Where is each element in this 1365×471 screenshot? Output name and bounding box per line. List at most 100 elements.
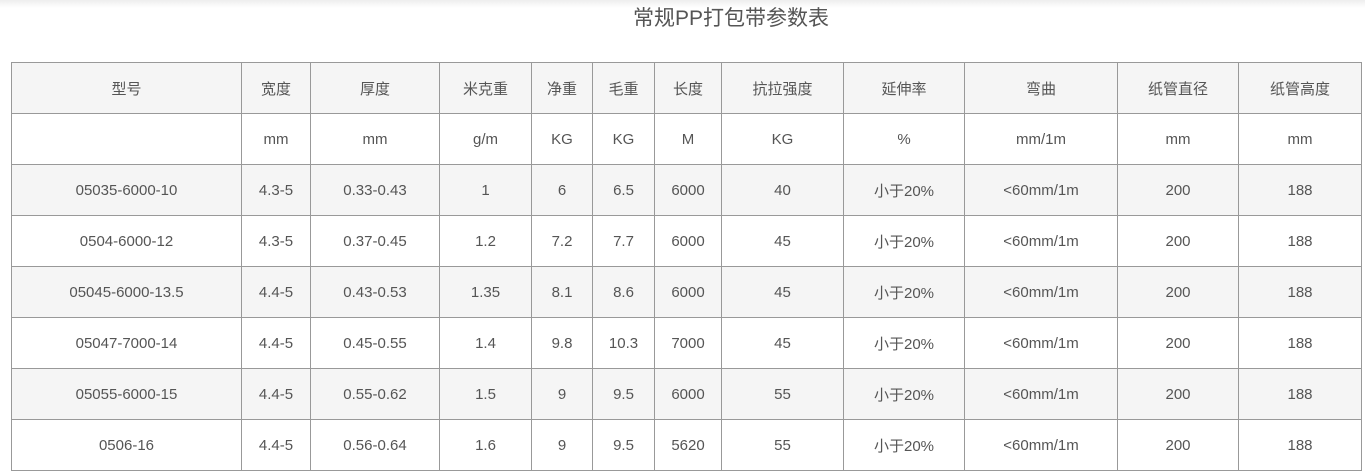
table-cell: 宽度 [241,62,311,114]
table-cell: 小于20% [843,317,965,369]
table-cell: 1.4 [439,317,532,369]
table-cell: 小于20% [843,215,965,267]
table-cell: 6.5 [592,164,655,216]
table-cell: 0.43-0.53 [310,266,440,318]
table-cell: 4.3-5 [241,215,311,267]
table-cell: 1 [439,164,532,216]
table-row: 05035-6000-10 4.3-5 0.33-0.43 1 6 6.5 6000 40 小于… [11,164,1362,216]
table-cell: 6000 [654,368,722,420]
table-cell: 5620 [654,419,722,471]
table-row: 05047-7000-14 4.4-5 0.45-0.55 1.4 9.8 10.3 700… [11,317,1362,369]
table-cell: 8.6 [592,266,655,318]
table-cell: 9 [531,368,593,420]
table-cell: mm/1m [964,113,1118,165]
table-cell: 9.5 [592,368,655,420]
table-cell: <60mm/1m [964,266,1118,318]
table-cell: 188 [1238,419,1362,471]
table-cell: 4.4-5 [241,266,311,318]
table-cell: mm [310,113,440,165]
table-cell: 小于20% [843,419,965,471]
table-cell: 188 [1238,368,1362,420]
table-cell: KG [531,113,593,165]
table-row: 0504-6000-12 4.3-5 0.37-0.45 1.2 7.2 7.7 6000 4… [11,215,1362,267]
table-cell: 0.33-0.43 [310,164,440,216]
top-shadow [0,0,1365,8]
table-cell: 1.6 [439,419,532,471]
table-cell: 200 [1117,215,1239,267]
table-cell: 弯曲 [964,62,1118,114]
table-cell: 0.37-0.45 [310,215,440,267]
table-cell: 小于20% [843,266,965,318]
table-cell: 4.4-5 [241,317,311,369]
table-cell: 0504-6000-12 [11,215,242,267]
table-cell: 小于20% [843,164,965,216]
table-cell: mm [1117,113,1239,165]
table-cell: 毛重 [592,62,655,114]
table-cell: 厚度 [310,62,440,114]
table-cell: 长度 [654,62,722,114]
table-cell: 6000 [654,266,722,318]
units-row: mm mm g/m KG KG M KG% mm/1m mm mm [11,113,1362,165]
table-cell [11,113,242,165]
table-cell: 200 [1117,419,1239,471]
table-cell: mm [1238,113,1362,165]
table-cell: 纸管直径 [1117,62,1239,114]
table-row: 0506-16 4.4-5 0.56-0.64 1.6 9 9.5 5620 55 小于20% <… [11,419,1362,471]
table-cell: KG [721,113,844,165]
table-cell: 55 [721,419,844,471]
table-cell: 05047-7000-14 [11,317,242,369]
table-cell: 6000 [654,164,722,216]
table-cell: 05035-6000-10 [11,164,242,216]
table-cell: 10.3 [592,317,655,369]
table-cell: 0506-16 [11,419,242,471]
table-cell: 抗拉强度 [721,62,844,114]
table-cell: <60mm/1m [964,317,1118,369]
table-cell: 188 [1238,317,1362,369]
table-row: 05055-6000-15 4.4-5 0.55-0.62 1.5 9 9.5 6000 55… [11,368,1362,420]
table-cell: 型号 [11,62,242,114]
table-cell: 40 [721,164,844,216]
table-cell: 7.2 [531,215,593,267]
table-cell: 05055-6000-15 [11,368,242,420]
table-cell: mm [241,113,311,165]
table-cell: 7.7 [592,215,655,267]
table-cell: 4.4-5 [241,368,311,420]
table-cell: 9 [531,419,593,471]
table-row: 05045-6000-13.5 4.4-5 0.43-0.53 1.35 8.1 8.6 6… [11,266,1362,318]
table-cell: 6000 [654,215,722,267]
table-cell: % [843,113,965,165]
table-cell: 188 [1238,215,1362,267]
table-cell: 9.8 [531,317,593,369]
table-cell: 0.55-0.62 [310,368,440,420]
table-cell: 1.5 [439,368,532,420]
table-cell: 延伸率 [843,62,965,114]
header-row: 型号 宽度 厚度 米克重 净重 毛重 长度 抗拉强度 延伸率 弯曲 纸管直径 纸管高度 [11,62,1362,114]
table-cell: 1.35 [439,266,532,318]
table-cell: 200 [1117,368,1239,420]
table-cell: <60mm/1m [964,419,1118,471]
table-cell: 4.4-5 [241,419,311,471]
table-cell: 45 [721,266,844,318]
table-cell: 05045-6000-13.5 [11,266,242,318]
table-cell: 55 [721,368,844,420]
table-cell: 0.56-0.64 [310,419,440,471]
table-cell: 7000 [654,317,722,369]
table-cell: 200 [1117,317,1239,369]
table-cell: 8.1 [531,266,593,318]
table-cell: M [654,113,722,165]
table-cell: g/m [439,113,532,165]
table-cell: 188 [1238,164,1362,216]
table-cell: 4.3-5 [241,164,311,216]
table-cell: 米克重 [439,62,532,114]
table-cell: <60mm/1m [964,164,1118,216]
table-cell: 200 [1117,164,1239,216]
table-cell: <60mm/1m [964,368,1118,420]
table-cell: 6 [531,164,593,216]
spec-table: 型号 宽度 厚度 米克重 净重 毛重 长度 抗拉强度 延伸率 弯曲 纸管直径 纸管高度 mm mm g/m K… [11,62,1362,471]
table-cell: 0.45-0.55 [310,317,440,369]
table-cell: 1.2 [439,215,532,267]
table-cell: 200 [1117,266,1239,318]
table-cell: <60mm/1m [964,215,1118,267]
table-cell: 45 [721,215,844,267]
table-cell: 纸管高度 [1238,62,1362,114]
